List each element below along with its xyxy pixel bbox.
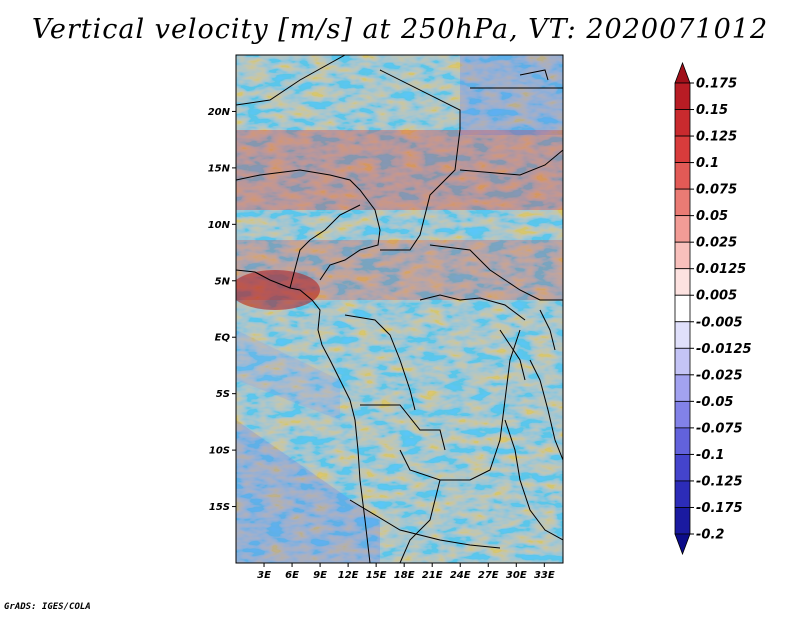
- velocity-field: [236, 55, 563, 563]
- colorbar-label: -0.005: [696, 315, 743, 330]
- colorbar-label: 0.05: [696, 209, 728, 224]
- longitude-axis: 3E 6E 9E 12E 15E 18E 21E 24E 27E 30E 33E: [257, 563, 555, 581]
- colorbar-swatch: [674, 109, 691, 137]
- colorbar-label: 0.0125: [696, 262, 746, 277]
- colorbar-swatch: [674, 294, 691, 323]
- lon-tick-label: 27E: [478, 570, 499, 581]
- colorbar-label: 0.125: [696, 130, 737, 145]
- colorbar-label: -0.125: [696, 474, 743, 489]
- lat-tick-label: 5S: [216, 389, 230, 400]
- colorbar-swatch: [674, 400, 691, 429]
- lon-tick-label: 21E: [422, 570, 443, 581]
- colorbar-top-triangle: [674, 61, 691, 84]
- lat-tick-label: 5N: [215, 276, 231, 287]
- lat-tick-label: 10N: [208, 220, 231, 231]
- lon-tick-label: 6E: [285, 570, 299, 581]
- lat-tick-label: 20N: [208, 107, 231, 118]
- colorbar-label: 0.15: [696, 103, 728, 118]
- colorbar-label: -0.05: [696, 395, 733, 410]
- colorbar-swatch: [674, 374, 691, 402]
- colorbar-label: 0.075: [696, 183, 737, 198]
- credit-label: GrADS: IGES/COLA: [4, 602, 91, 612]
- colorbar-swatch: [674, 241, 691, 270]
- latitude-axis: 20N 15N 10N 5N EQ 5S 10S 15S: [208, 107, 236, 513]
- colorbar-swatch: [674, 135, 691, 163]
- colorbar-label: 0.1: [696, 156, 719, 171]
- colorbar-label: -0.175: [696, 501, 743, 516]
- colorbar-swatch: [674, 215, 691, 243]
- colorbar-swatch: [674, 188, 691, 217]
- lat-tick-label: 15N: [208, 163, 231, 174]
- lon-tick-label: 12E: [338, 570, 359, 581]
- colorbar-swatch: [674, 347, 691, 376]
- borders: [236, 55, 563, 563]
- colorbar-swatch: [674, 454, 691, 482]
- lat-tick-label: 10S: [209, 446, 230, 457]
- lat-tick-label: 15S: [209, 502, 230, 513]
- colorbar-label: -0.1: [696, 448, 724, 463]
- colorbar-swatch: [674, 162, 691, 190]
- lon-tick-label: 33E: [534, 570, 555, 581]
- lon-tick-label: 30E: [506, 570, 527, 581]
- chart-title: Vertical velocity [m/s] at 250hPa, VT: 2…: [31, 14, 769, 45]
- colorbar-swatch: [674, 427, 691, 455]
- colorbar-swatch: [674, 268, 691, 296]
- lon-tick-label: 18E: [394, 570, 415, 581]
- colorbar-label: 0.005: [696, 289, 737, 304]
- colorbar: 0.175 0.15 0.125 0.1 0.075 0.05 0.025 0.0125 0.0…: [674, 61, 752, 556]
- lon-tick-label: 9E: [313, 570, 327, 581]
- colorbar-swatch: [674, 507, 691, 535]
- colorbar-label: -0.2: [696, 528, 724, 543]
- plot-frame: [235, 54, 564, 564]
- lon-tick-label: 24E: [450, 570, 471, 581]
- colorbar-bottom-triangle: [674, 533, 691, 556]
- colorbar-swatch: [674, 480, 691, 508]
- colorbar-label: 0.025: [696, 236, 737, 251]
- lat-tick-label: EQ: [215, 333, 231, 344]
- colorbar-label: -0.025: [696, 368, 743, 383]
- lon-tick-label: 3E: [257, 570, 271, 581]
- colorbar-label: -0.0125: [696, 342, 752, 357]
- colorbar-swatch: [674, 321, 691, 349]
- lon-tick-label: 15E: [366, 570, 387, 581]
- colorbar-label: 0.175: [696, 77, 737, 92]
- colorbar-label: -0.075: [696, 421, 743, 436]
- colorbar-swatch: [674, 82, 691, 110]
